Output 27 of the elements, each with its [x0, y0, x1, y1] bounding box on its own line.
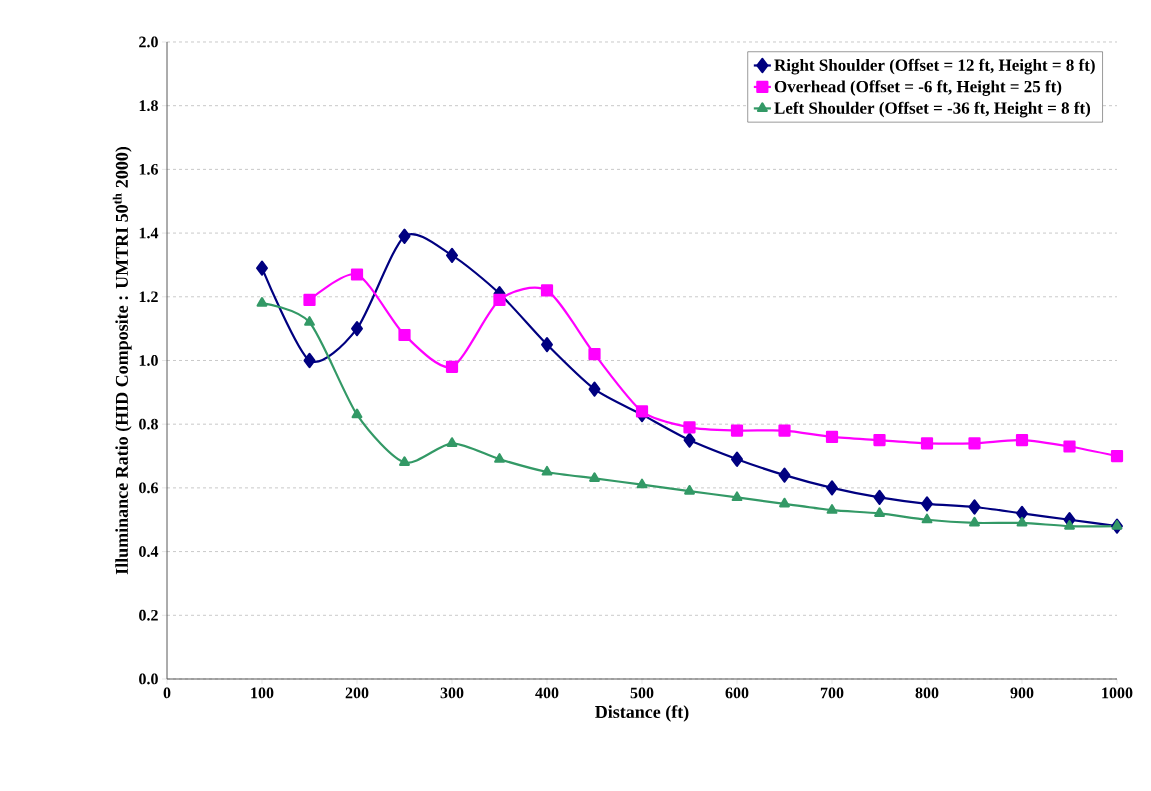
x-tick-label: 400 — [535, 687, 559, 699]
y-tick-label: 1.2 — [139, 291, 158, 303]
y-tick-label: 1.4 — [139, 227, 159, 239]
y-tick-label: 1.6 — [139, 163, 158, 175]
x-tick-label: 300 — [440, 687, 464, 699]
legend-label: Overhead (Offset = -6 ft, Height = 25 ft) — [774, 80, 1062, 96]
x-tick-label: 900 — [1010, 687, 1034, 699]
y-tick-label: 0.4 — [139, 546, 159, 558]
y-tick-label: 1.8 — [139, 100, 158, 112]
x-tick-label: 700 — [820, 687, 844, 699]
x-tick-label: 500 — [630, 687, 654, 699]
x-tick-label: 800 — [915, 687, 939, 699]
y-axis-title: Illuminance Ratio (HID Composite : UMTRI 50$^{th}$ 2000) — [112, 146, 132, 575]
y-tick-label: 1.0 — [139, 355, 158, 366]
y-tick-label: 2.0 — [139, 36, 158, 48]
x-tick-label: 200 — [345, 687, 369, 699]
y-tick-label: 0.6 — [139, 482, 158, 494]
x-tick-label: 100 — [251, 687, 274, 699]
x-tick-label: 600 — [725, 687, 749, 699]
y-tick-label: 0.8 — [139, 418, 158, 430]
legend-label: Right Shoulder (Offset = 12 ft, Height = 8 ft) — [774, 58, 1095, 75]
x-axis-title: Distance (ft) — [595, 705, 689, 722]
x-tick-label: 0 — [163, 687, 171, 699]
y-tick-label: 0.2 — [139, 609, 158, 621]
x-tick-label: 1000 — [1102, 687, 1133, 699]
legend-label: Left Shoulder (Offset = -36 ft, Height = 8 ft) — [774, 101, 1091, 118]
y-tick-label: 0.0 — [139, 673, 158, 685]
